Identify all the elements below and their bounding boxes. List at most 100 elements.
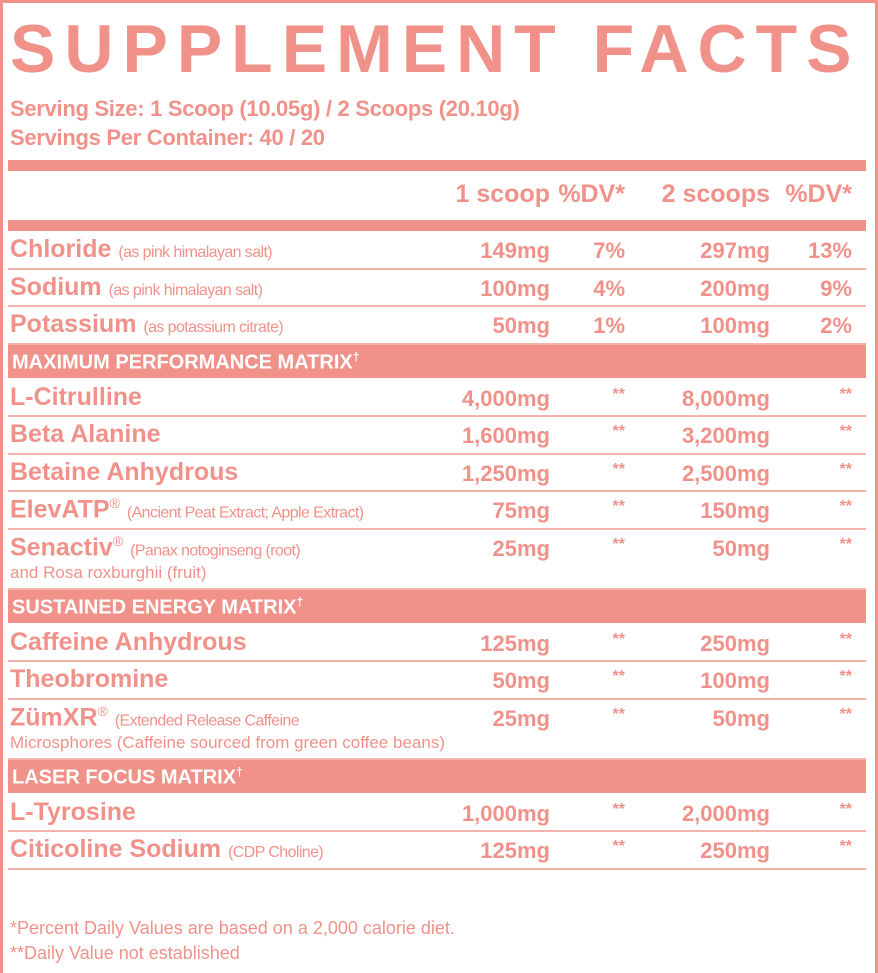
ingredient-label: Sodium: [10, 272, 102, 301]
ingredient-name: Citicoline Sodium (CDP Choline): [10, 835, 324, 864]
ingredient-source: (CDP Choline): [228, 844, 324, 861]
ingredient-source: (Ancient Peat Extract; Apple Extract): [126, 504, 364, 522]
table-row: ElevATP® (Ancient Peat Extract; Apple Ex…: [8, 492, 866, 530]
dv-2-scoops: **: [839, 705, 852, 723]
thick-divider: [8, 220, 866, 231]
facts-table: Chloride (as pink himalayan salt) 149mg 7%…: [8, 232, 866, 870]
dv-1-scoop: 7%: [593, 238, 625, 263]
dv-2-scoops: **: [839, 838, 852, 855]
table-row: Sodium (as pink himalayan salt) 100mg 4% 20…: [8, 270, 866, 307]
ingredient-source: (as pink himalayan salt): [108, 281, 263, 299]
serving-size: Serving Size: 1 Scoop (10.05g) / 2 Scoop…: [10, 96, 520, 121]
amount-1-scoop: 75mg: [492, 498, 550, 523]
table-row: Senactiv® (Panax notoginseng (root) and R…: [8, 530, 866, 590]
table-row: Theobromine 50mg ** 100mg **: [8, 662, 866, 700]
section-header: SUSTAINED ENERGY MATRIX†: [8, 588, 866, 625]
amount-2-scoops: 200mg: [700, 275, 770, 301]
page-title: SUPPLEMENT FACTS: [10, 11, 861, 87]
table-row: Beta Alanine 1,600mg ** 3,200mg **: [8, 417, 866, 455]
registered-mark: ®: [109, 495, 120, 511]
table-row: Chloride (as pink himalayan salt) 149mg 7%…: [8, 232, 866, 270]
amount-1-scoop: 1,250mg: [461, 460, 550, 486]
ingredient-name: L-Tyrosine: [10, 798, 136, 827]
ingredient-source-cont: Microsphores (Caffeine sourced from gree…: [10, 732, 445, 752]
dv-2-scoops: 2%: [820, 313, 852, 338]
section-header: MAXIMUM PERFORMANCE MATRIX†: [8, 343, 866, 380]
col-2-scoops: 2 scoops: [661, 180, 770, 208]
section-title: SUSTAINED ENERGY MATRIX: [12, 596, 297, 619]
ingredient-label: ZümXR: [10, 702, 98, 731]
amount-2-scoops: 50mg: [712, 535, 770, 561]
registered-mark: ®: [112, 532, 124, 549]
ingredient-label: Senactiv: [10, 532, 113, 561]
amount-2-scoops: 50mg: [712, 705, 770, 731]
ingredient-source: (as potassium citrate): [143, 319, 284, 336]
section-title: MAXIMUM PERFORMANCE MATRIX: [12, 351, 353, 374]
dv-1-scoop: **: [612, 838, 625, 855]
ingredient-source: (Panax notoginseng (root): [130, 541, 301, 559]
table-row: Caffeine Anhydrous 125mg ** 250mg **: [8, 625, 866, 662]
dagger-mark: †: [236, 764, 243, 779]
amount-2-scoops: 100mg: [700, 668, 770, 693]
servings-per-container: Servings Per Container: 40 / 20: [10, 125, 325, 150]
col-dv-2: %DV*: [785, 180, 852, 208]
ingredient-name: Theobromine: [10, 665, 168, 694]
section-header: LASER FOCUS MATRIX†: [8, 758, 866, 795]
amount-1-scoop: 50mg: [492, 668, 550, 693]
dv-1-scoop: **: [612, 630, 625, 648]
amount-1-scoop: 125mg: [480, 630, 550, 656]
dv-2-scoops: **: [839, 423, 852, 440]
col-dv-1: %DV*: [558, 180, 625, 208]
ingredient-source: (Extended Release Caffeine: [114, 711, 300, 729]
ingredient-name: Betaine Anhydrous: [10, 458, 238, 487]
ingredient-label: Potassium: [10, 310, 137, 338]
ingredient-source: (as pink himalayan salt): [118, 244, 273, 261]
column-header: 1 scoop %DV* 2 scoops %DV*: [0, 180, 878, 212]
col-1-scoop: 1 scoop: [455, 180, 550, 208]
dv-2-scoops: **: [839, 460, 852, 478]
amount-2-scoops: 150mg: [700, 498, 770, 523]
dv-1-scoop: **: [612, 498, 625, 515]
ingredient-source-cont: and Rosa roxburghii (fruit): [10, 562, 207, 582]
ingredient-label: ElevATP: [10, 495, 110, 524]
table-row: Potassium (as potassium citrate) 50mg 1% 10…: [8, 307, 866, 345]
ingredient-label: Beta Alanine: [10, 420, 161, 448]
amount-2-scoops: 2,500mg: [681, 460, 770, 486]
thick-divider: [8, 160, 866, 171]
registered-mark: ®: [97, 702, 108, 719]
ingredient-name: L-Citrulline: [10, 383, 142, 412]
ingredient-name: Caffeine Anhydrous: [10, 628, 247, 657]
amount-2-scoops: 100mg: [700, 313, 770, 338]
ingredient-name: Chloride (as pink himalayan salt): [10, 235, 273, 264]
ingredient-name: Sodium (as pink himalayan salt): [10, 272, 263, 302]
dv-2-scoops: 13%: [807, 238, 852, 263]
footnote-dv: *Percent Daily Values are based on a 2,0…: [10, 918, 455, 938]
ingredient-label: L-Tyrosine: [10, 797, 136, 826]
dv-2-scoops: **: [839, 630, 852, 648]
footnote-not-established: **Daily Value not established: [10, 943, 240, 963]
ingredient-label: Caffeine Anhydrous: [10, 627, 247, 656]
dv-1-scoop: **: [612, 668, 625, 685]
amount-1-scoop: 100mg: [480, 275, 550, 301]
amount-2-scoops: 3,200mg: [681, 423, 770, 448]
amount-1-scoop: 25mg: [492, 535, 550, 561]
dagger-mark: †: [296, 594, 304, 609]
dv-2-scoops: 9%: [820, 275, 852, 301]
table-row: Betaine Anhydrous 1,250mg ** 2,500mg **: [8, 455, 866, 492]
amount-2-scoops: 250mg: [700, 838, 770, 863]
ingredient-label: L-Citrulline: [10, 382, 142, 411]
section-title: LASER FOCUS MATRIX: [12, 766, 237, 789]
amount-1-scoop: 25mg: [492, 705, 550, 731]
amount-2-scoops: 297mg: [700, 238, 770, 263]
dagger-mark: †: [352, 349, 360, 364]
ingredient-name: ElevATP® (Ancient Peat Extract; Apple Ex…: [10, 495, 364, 524]
table-row: L-Tyrosine 1,000mg ** 2,000mg **: [8, 795, 866, 832]
dv-1-scoop: **: [612, 705, 625, 723]
amount-2-scoops: 2,000mg: [681, 800, 770, 826]
amount-1-scoop: 4,000mg: [461, 385, 550, 411]
dv-1-scoop: **: [612, 385, 625, 403]
amount-1-scoop: 1,000mg: [461, 800, 550, 826]
dv-2-scoops: **: [839, 535, 852, 553]
ingredient-name: Senactiv® (Panax notoginseng (root): [10, 532, 301, 562]
